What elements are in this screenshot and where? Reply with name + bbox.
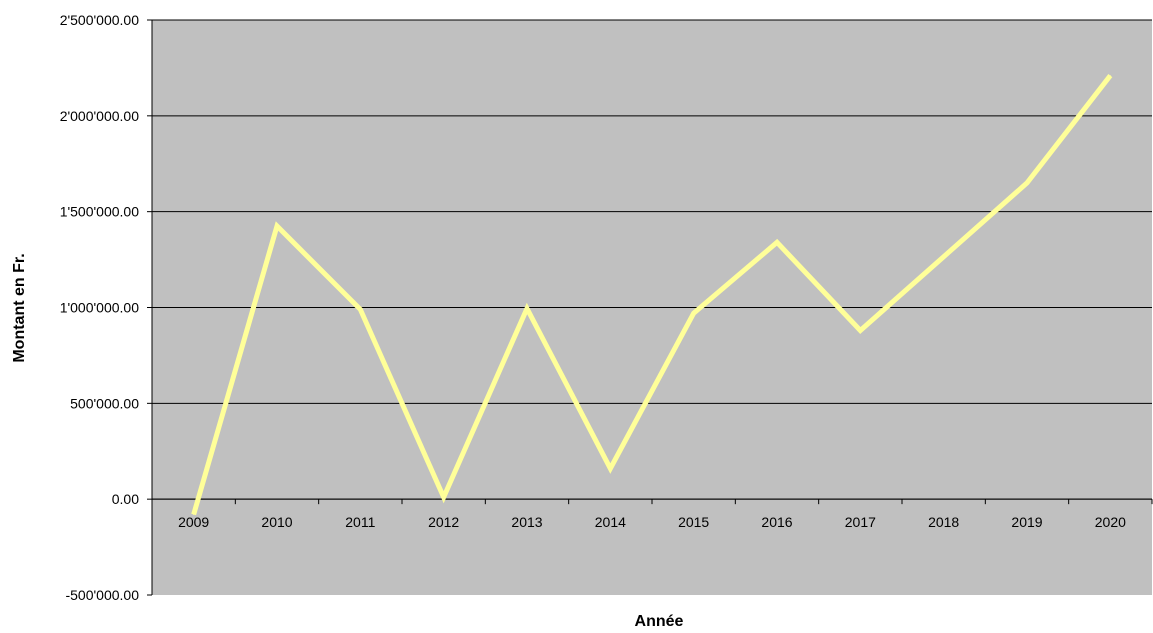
data-point: [193, 514, 195, 515]
data-point: [943, 256, 945, 258]
y-tick-label: 2'500'000.00: [60, 12, 140, 28]
series-group: [191, 74, 1113, 516]
data-point: [859, 330, 861, 331]
x-tick-label: 2009: [178, 514, 209, 530]
y-tick-label: -500'000.00: [65, 587, 139, 603]
y-axis: 2'500'000.00 2'000'000.00 1'500'000.00 1'00…: [60, 12, 153, 603]
series-line: [191, 74, 1113, 516]
x-tick-label: 2019: [1011, 514, 1042, 530]
data-point: [693, 312, 695, 314]
y-tick-label: 500'000.00: [70, 395, 139, 411]
y-tick-label: 1'000'000.00: [60, 300, 140, 316]
x-tick-label: 2017: [845, 514, 876, 530]
x-tick-label: 2014: [595, 514, 626, 530]
data-point: [359, 308, 361, 310]
x-axis-title: Année: [635, 613, 684, 630]
x-tick-label: 2013: [511, 514, 542, 530]
x-tick-label: 2015: [678, 514, 709, 530]
data-point: [276, 225, 278, 227]
data-point: [776, 241, 778, 243]
x-axis: 2009 2010 2011 2012 2013 2014 2015 2016 2017 2018…: [151, 498, 1153, 530]
y-tick-label: 1'500'000.00: [60, 204, 140, 220]
data-point: [1026, 182, 1028, 184]
x-tick-label: 2010: [261, 514, 292, 530]
data-point: [1109, 75, 1111, 77]
x-tick-label: 2011: [345, 514, 375, 530]
x-tick-label: 2016: [761, 514, 792, 530]
data-point: [443, 496, 445, 498]
y-tick-label: 2'000'000.00: [60, 108, 140, 124]
data-point: [526, 307, 528, 309]
x-tick-label: 2020: [1095, 514, 1126, 530]
y-axis-title: Montant en Fr.: [11, 253, 28, 362]
data-point: [609, 468, 611, 469]
y-tick-label: 0.00: [112, 491, 139, 507]
x-tick-label: 2012: [428, 514, 459, 530]
x-tick-label: 2018: [928, 514, 959, 530]
